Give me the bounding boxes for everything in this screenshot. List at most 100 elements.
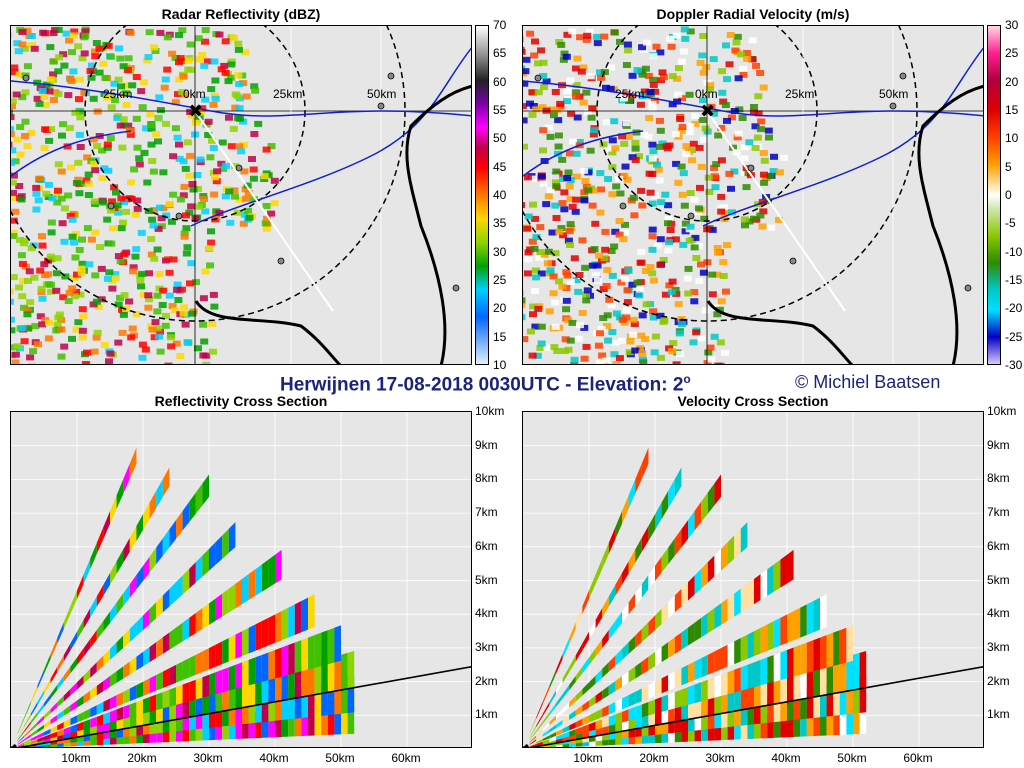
echo-cell bbox=[209, 291, 218, 298]
beam-cell bbox=[595, 668, 603, 684]
echo-cell bbox=[11, 217, 18, 224]
echo-cell bbox=[261, 220, 270, 227]
echo-cell bbox=[182, 250, 191, 257]
beam-cell bbox=[162, 703, 170, 722]
beam-cell bbox=[556, 728, 563, 736]
city-dot bbox=[899, 72, 907, 80]
echo-cell bbox=[75, 76, 84, 83]
beam-cell bbox=[793, 645, 801, 677]
echo-cell bbox=[564, 169, 573, 176]
beam-cell bbox=[189, 696, 196, 718]
echo-cell bbox=[78, 260, 87, 267]
echo-cell bbox=[130, 166, 139, 173]
reflectivity-cross-section: ✖ bbox=[10, 411, 472, 748]
echo-cell bbox=[21, 89, 30, 96]
echo-cell bbox=[107, 104, 116, 111]
echo-cell bbox=[187, 66, 196, 73]
echo-cell bbox=[638, 312, 647, 319]
colorbar-tick-label: 45 bbox=[493, 159, 507, 174]
echo-cell bbox=[71, 109, 80, 116]
beam-cell bbox=[143, 556, 150, 581]
beam-cell bbox=[536, 746, 537, 747]
beam-cell bbox=[110, 695, 117, 710]
echo-cell bbox=[11, 298, 14, 305]
echo-cell bbox=[171, 99, 180, 106]
echo-cell bbox=[675, 330, 684, 337]
echo-cell bbox=[529, 311, 537, 318]
echo-cell bbox=[661, 291, 670, 298]
echo-cell bbox=[47, 126, 56, 133]
echo-cell bbox=[736, 51, 745, 58]
echo-cell bbox=[11, 131, 15, 138]
echo-cell bbox=[570, 255, 579, 262]
echo-cell bbox=[27, 245, 36, 252]
echo-cell bbox=[173, 281, 182, 288]
echo-cell bbox=[30, 274, 39, 281]
echo-cell bbox=[552, 183, 561, 190]
echo-cell bbox=[582, 89, 591, 96]
echo-cell bbox=[596, 359, 604, 364]
echo-cell bbox=[751, 144, 760, 151]
beam-cell bbox=[288, 604, 295, 638]
echo-cell bbox=[630, 321, 639, 328]
echo-cell bbox=[628, 331, 637, 338]
river-line bbox=[190, 47, 471, 227]
echo-cell bbox=[590, 246, 599, 253]
x-tick-label: 60km bbox=[391, 751, 421, 765]
echo-cell bbox=[42, 190, 51, 197]
colorbar-tick-label: -10 bbox=[1005, 244, 1023, 259]
beam-cell bbox=[136, 699, 143, 716]
beam-cell bbox=[308, 635, 315, 670]
echo-cell bbox=[38, 295, 47, 302]
x-tick-label: 20km bbox=[127, 751, 157, 765]
beam-cell bbox=[602, 629, 609, 649]
beam-cell bbox=[70, 682, 77, 696]
echo-cell bbox=[198, 105, 207, 112]
beam-cell bbox=[169, 687, 176, 707]
range-ring-label: 50km bbox=[367, 87, 396, 101]
beam-cell bbox=[228, 634, 236, 662]
echo-cell bbox=[689, 140, 698, 147]
echo-cell bbox=[533, 352, 542, 359]
echo-cell bbox=[588, 105, 597, 112]
echo-cell bbox=[97, 265, 106, 272]
beam-cell bbox=[156, 637, 163, 658]
echo-cell bbox=[572, 277, 581, 284]
echo-cell bbox=[18, 260, 27, 267]
echo-cell bbox=[54, 26, 63, 33]
beam-cell bbox=[602, 716, 609, 728]
beam-cell bbox=[536, 734, 543, 741]
beam-cell bbox=[169, 627, 176, 650]
echo-cell bbox=[698, 117, 707, 123]
echo-cell bbox=[118, 144, 127, 151]
beam-cell bbox=[228, 522, 236, 553]
beam-cell bbox=[176, 661, 183, 683]
echo-cell bbox=[179, 192, 188, 199]
echo-cell bbox=[244, 207, 253, 214]
beam-cell bbox=[655, 556, 662, 581]
beam-cell bbox=[674, 588, 682, 613]
beam-cell bbox=[57, 695, 64, 708]
beam-cell bbox=[727, 641, 735, 667]
beam-cell bbox=[57, 622, 64, 644]
echo-cell bbox=[176, 55, 185, 62]
beam-cell bbox=[17, 717, 25, 734]
echo-cell bbox=[612, 183, 621, 190]
beam-cell bbox=[556, 678, 563, 695]
echo-cell bbox=[78, 236, 86, 243]
beam-cell bbox=[37, 703, 44, 716]
beam-cell bbox=[70, 724, 77, 734]
beam-cell bbox=[169, 520, 176, 548]
echo-cell bbox=[706, 86, 714, 93]
echo-cell bbox=[116, 294, 124, 301]
echo-cell bbox=[547, 106, 556, 113]
river-line bbox=[523, 130, 644, 177]
echo-cell bbox=[159, 169, 168, 176]
beam-cell bbox=[608, 526, 616, 554]
echo-cell bbox=[633, 67, 642, 74]
echo-cell bbox=[526, 328, 535, 335]
echo-cell bbox=[64, 298, 73, 304]
beam-cell bbox=[681, 582, 688, 607]
beam-cell bbox=[17, 742, 25, 747]
city-dot bbox=[789, 257, 797, 265]
